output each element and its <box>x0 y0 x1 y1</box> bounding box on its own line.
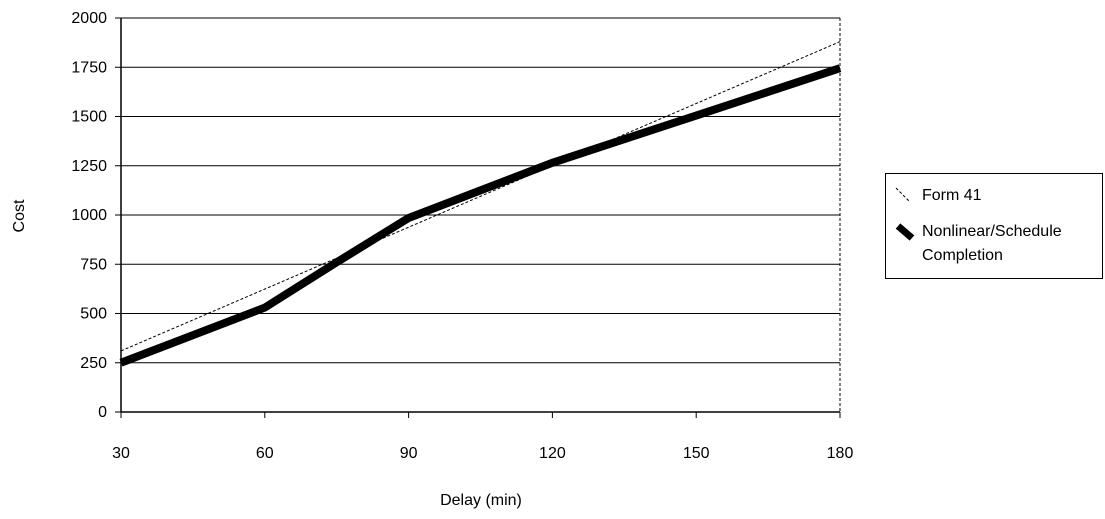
gridlines <box>121 17 840 413</box>
legend-swatch-thick <box>895 223 915 241</box>
y-tick-label: 1750 <box>71 59 107 76</box>
y-tick-label: 1500 <box>71 109 107 126</box>
series-group <box>119 41 842 367</box>
y-tick-label: 250 <box>80 355 107 372</box>
y-tick-label: 0 <box>98 404 107 421</box>
x-tick-labels: 30 60 90 120 150 180 <box>112 445 853 462</box>
y-tick-label: 2000 <box>71 10 107 27</box>
y-tick-label: 1250 <box>71 158 107 175</box>
y-axis-title: Cost <box>11 199 28 232</box>
series-line-form41 <box>120 41 841 352</box>
x-tick-label: 120 <box>539 445 566 462</box>
legend-label-nonlinear-line2: Completion <box>922 247 1003 264</box>
axes <box>115 17 841 418</box>
legend: Form 41 Nonlinear/Schedule Completion <box>885 173 1103 279</box>
x-tick-label: 60 <box>256 445 274 462</box>
legend-swatch-dashed <box>895 187 911 203</box>
x-axis-title: Delay (min) <box>440 492 522 509</box>
y-tick-label: 500 <box>80 306 107 323</box>
x-tick-label: 180 <box>827 445 854 462</box>
y-tick-labels: 0 250 500 750 1000 1250 1500 1750 2000 <box>71 10 107 421</box>
series-line-nonlinear <box>119 64 842 367</box>
y-tick-label: 750 <box>80 256 107 273</box>
x-tick-label: 90 <box>400 445 418 462</box>
legend-label-nonlinear-line1: Nonlinear/Schedule <box>922 223 1062 240</box>
x-tick-label: 150 <box>683 445 710 462</box>
y-tick-label: 1000 <box>71 207 107 224</box>
legend-label-form41: Form 41 <box>922 187 982 204</box>
x-tick-label: 30 <box>112 445 130 462</box>
